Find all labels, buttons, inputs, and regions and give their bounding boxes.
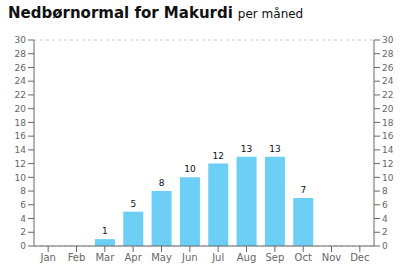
svg-text:Dec: Dec xyxy=(350,252,369,263)
svg-text:26: 26 xyxy=(15,63,27,73)
svg-text:13: 13 xyxy=(269,144,280,154)
svg-text:22: 22 xyxy=(15,90,26,100)
svg-text:10: 10 xyxy=(15,173,27,183)
svg-text:8: 8 xyxy=(20,186,26,196)
svg-text:12: 12 xyxy=(213,151,224,161)
svg-text:20: 20 xyxy=(382,104,394,114)
svg-text:12: 12 xyxy=(382,159,393,169)
svg-text:26: 26 xyxy=(382,63,394,73)
svg-text:13: 13 xyxy=(241,144,252,154)
svg-text:0: 0 xyxy=(382,241,388,251)
svg-text:Jan: Jan xyxy=(39,252,55,263)
svg-text:28: 28 xyxy=(15,49,27,59)
html-text:Nedbørnormal for Makurdi per m: Nedbørnormal for Makurdi per måned xyxy=(8,4,304,22)
svg-text:7: 7 xyxy=(300,185,306,195)
svg-text:24: 24 xyxy=(15,76,27,86)
svg-text:10: 10 xyxy=(382,173,394,183)
svg-text:20: 20 xyxy=(15,104,27,114)
svg-text:4: 4 xyxy=(20,214,26,224)
svg-text:16: 16 xyxy=(15,131,27,141)
svg-text:6: 6 xyxy=(20,200,26,210)
svg-text:10: 10 xyxy=(184,164,196,174)
svg-text:30: 30 xyxy=(382,35,394,45)
svg-text:24: 24 xyxy=(382,76,394,86)
svg-text:1: 1 xyxy=(102,226,108,236)
svg-text:Feb: Feb xyxy=(68,252,86,263)
svg-text:Nov: Nov xyxy=(322,252,342,263)
svg-text:6: 6 xyxy=(382,200,388,210)
svg-text:2: 2 xyxy=(382,227,388,237)
svg-text:4: 4 xyxy=(382,214,388,224)
svg-text:May: May xyxy=(151,252,172,263)
svg-text:8: 8 xyxy=(159,178,165,188)
svg-text:2: 2 xyxy=(20,227,26,237)
svg-text:Aug: Aug xyxy=(237,252,257,263)
svg-text:12: 12 xyxy=(15,159,26,169)
svg-text:Jun: Jun xyxy=(181,252,198,263)
svg-text:5: 5 xyxy=(130,199,136,209)
svg-text:Sep: Sep xyxy=(265,252,284,263)
svg-text:0: 0 xyxy=(20,241,26,251)
svg-text:28: 28 xyxy=(382,49,394,59)
svg-text:18: 18 xyxy=(382,118,394,128)
svg-text:Mar: Mar xyxy=(95,252,115,263)
svg-text:18: 18 xyxy=(15,118,27,128)
svg-text:16: 16 xyxy=(382,131,394,141)
svg-text:Jul: Jul xyxy=(211,252,224,263)
svg-text:Apr: Apr xyxy=(125,252,143,263)
svg-text:22: 22 xyxy=(382,90,393,100)
svg-text:14: 14 xyxy=(382,145,394,155)
svg-text:30: 30 xyxy=(15,35,27,45)
svg-text:14: 14 xyxy=(15,145,27,155)
svg-text:8: 8 xyxy=(382,186,388,196)
svg-text:Oct: Oct xyxy=(295,252,312,263)
